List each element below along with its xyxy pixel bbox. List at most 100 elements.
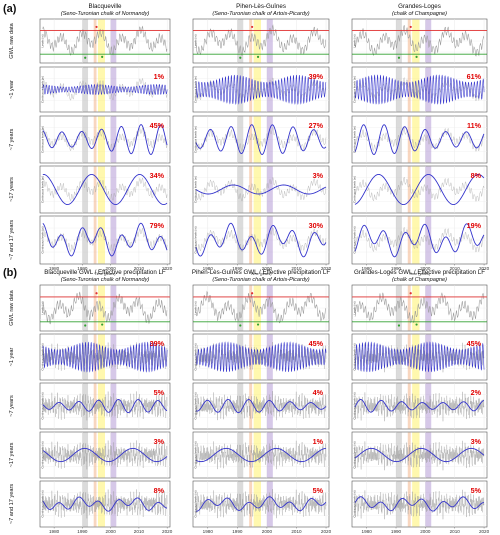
- band-yellow: [412, 19, 420, 63]
- subplot-a-r1-c2: 61% Continuous levels (m): [351, 66, 488, 113]
- low-marker: [84, 324, 87, 327]
- panel-b-row-label-1: ~1 year: [9, 347, 15, 366]
- variance-percent: 2%: [471, 388, 482, 397]
- x-axis-label: Time (years): [94, 272, 116, 276]
- y-axis-label: Continuous levels (m): [194, 343, 198, 370]
- raw-gwl-line: [42, 291, 168, 325]
- band-purple: [110, 285, 117, 331]
- raw-gwl-line: [195, 290, 327, 324]
- subplot-a-r0-c1: Levels (m): [192, 18, 330, 64]
- high-marker: [95, 292, 98, 295]
- y-axis-label: Continuous levels (m): [194, 176, 198, 203]
- high-marker: [251, 25, 254, 29]
- band-yellow: [97, 19, 105, 63]
- x-tick-label: 2020: [479, 266, 490, 271]
- reference-line: [195, 391, 327, 421]
- band-orange: [407, 19, 411, 63]
- component-line: [354, 496, 484, 512]
- col-a-subtitle-1: (Seno-Turonian chalk of Artois-Picardy): [212, 11, 309, 17]
- variance-percent: 34%: [150, 171, 165, 180]
- component-line: [354, 399, 485, 413]
- x-tick-label: 2020: [479, 529, 490, 534]
- band-yellow: [412, 116, 420, 163]
- subplot-b-r1-c2: 45% Continuous levels (m): [351, 333, 488, 381]
- variance-percent: 1%: [154, 72, 165, 81]
- band-orange: [407, 383, 411, 429]
- band-orange: [407, 216, 411, 264]
- band-yellow: [412, 285, 420, 331]
- variance-percent: 45%: [467, 339, 482, 348]
- y-axis-label: Levels (m): [194, 301, 198, 314]
- y-axis-label: Continuous levels (m): [353, 343, 357, 370]
- raw-gwl-line: [195, 24, 327, 56]
- band-purple: [110, 432, 117, 478]
- component-line: [354, 74, 485, 105]
- low-marker: [256, 323, 260, 326]
- x-tick-label: 2000: [106, 266, 117, 271]
- component-line: [195, 399, 327, 414]
- subplots: Levels (m) 1% Continuous levels (m) 45% Cont…: [39, 18, 490, 534]
- y-axis-label: Continuous levels (m): [194, 490, 198, 517]
- band-grey: [396, 216, 402, 264]
- col-a-subtitle-2: (chalk of Champagne): [392, 11, 447, 17]
- low-marker: [101, 323, 104, 326]
- subplot-b-r4-c1: 5% Continuous levels (m) 1980 1990 2000 2010 2…: [192, 480, 332, 534]
- subplot-a-r3-c0: 34% Continuous levels (m): [39, 165, 171, 214]
- panel-b-row-label-3: ~17 years: [9, 442, 15, 467]
- variance-percent: 19%: [467, 221, 482, 230]
- low-marker: [84, 56, 87, 59]
- raw-gwl-line: [354, 25, 485, 57]
- variance-percent: 5%: [154, 388, 165, 397]
- band-orange: [407, 116, 411, 163]
- x-tick-label: 2020: [321, 266, 332, 271]
- band-purple: [266, 216, 273, 264]
- variance-percent: 5%: [313, 486, 324, 495]
- variance-percent: 8%: [471, 171, 482, 180]
- band-purple: [425, 285, 432, 331]
- low-marker: [397, 324, 401, 327]
- subplot-b-r3-c0: 3% Continuous levels (m): [39, 431, 171, 479]
- x-tick-label: 1980: [362, 529, 373, 534]
- y-axis-label: Continuous levels (m): [194, 392, 198, 419]
- subplot-b-r2-c1: 4% Continuous levels (m): [192, 382, 330, 430]
- subplot-a-r2-c2: 11% Continuous levels (m): [351, 115, 488, 164]
- band-grey: [82, 334, 89, 380]
- band-orange: [407, 166, 411, 213]
- y-axis-label: Continuous levels (m): [353, 176, 357, 203]
- col-a-title-2: Grandes-Loges: [398, 3, 441, 10]
- component-line: [195, 447, 326, 463]
- variance-percent: 3%: [471, 437, 482, 446]
- reference-line: [42, 440, 168, 470]
- x-tick-label: 2020: [162, 266, 173, 271]
- high-marker: [95, 25, 98, 29]
- component-line: [354, 341, 485, 373]
- reference-line: [42, 489, 168, 519]
- y-axis-label: Levels (m): [353, 34, 357, 47]
- raw-gwl-line: [354, 292, 485, 324]
- band-purple: [110, 481, 117, 527]
- col-b-subtitle-1: (Seno-Turonian chalk of Artois-Picardy): [212, 277, 309, 283]
- high-marker: [409, 292, 412, 295]
- variance-percent: 79%: [150, 221, 165, 230]
- reference-line: [195, 489, 327, 519]
- component-line: [195, 184, 327, 195]
- x-tick-label: 1980: [362, 266, 373, 271]
- band-yellow: [412, 216, 420, 264]
- low-marker: [415, 55, 418, 58]
- y-axis-label: Continuous levels (m): [194, 441, 198, 468]
- y-axis-label: Levels (m): [353, 301, 357, 314]
- band-grey: [237, 19, 244, 63]
- band-grey: [82, 116, 89, 163]
- band-grey: [82, 481, 89, 527]
- col-a-title-0: Blacqueville: [88, 3, 122, 10]
- col-a-title-1: Pihen-Lès-Guînes: [236, 3, 286, 10]
- x-axis-label: Time (years): [250, 272, 272, 276]
- variance-percent: 5%: [471, 486, 482, 495]
- x-tick-label: 2000: [106, 529, 117, 534]
- y-axis-label: Continuous levels (m): [41, 343, 45, 370]
- col-b-title-2: Grandes-Loges GWL / Effective precipitat…: [354, 269, 485, 276]
- component-line: [195, 124, 327, 156]
- subplot-a-r4-c1: 30% Continuous levels (m) 1980 1990 2000 2010…: [192, 215, 332, 276]
- x-tick-label: 1990: [232, 266, 243, 271]
